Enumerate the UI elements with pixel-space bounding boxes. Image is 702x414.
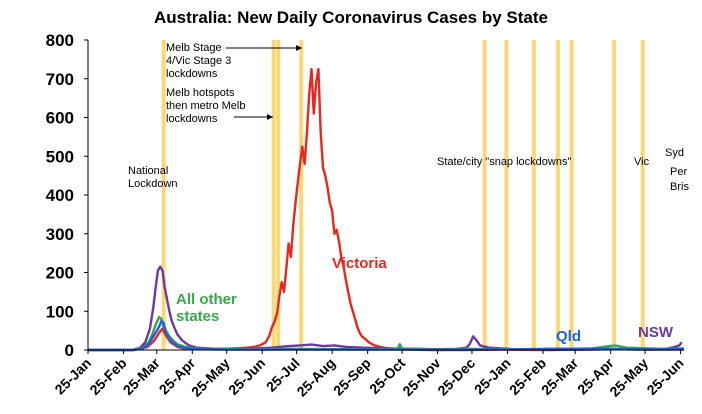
annotation-7-line-0: Bris (670, 181, 689, 193)
y-tick-label-3: 300 (46, 225, 74, 244)
x-axis: 25-Jan25-Feb25-Mar25-Apr25-May25-Jun25-J… (51, 350, 687, 400)
x-tick-label-0: 25-Jan (51, 355, 94, 398)
annotation-2-line-1: then metro Melb (166, 100, 245, 112)
y-axis: 0 100 200 300 400 500 600 700 800 (46, 31, 88, 360)
y-tick-label-8: 800 (46, 31, 74, 50)
y-tick-label-5: 500 (46, 147, 74, 166)
y-tick-label-0: 0 (65, 341, 74, 360)
x-tick-label-16: 25-May (606, 355, 651, 400)
x-tick-label-12: 25-Jan (471, 355, 514, 398)
series-line-3 (88, 319, 685, 352)
annotation-0-line-0: National (128, 165, 168, 177)
lockdown-bands (161, 40, 645, 350)
annotation-3-line-0: State/city "snap lockdowns" (437, 156, 571, 168)
x-tick-label-7: 25-Aug (293, 355, 338, 400)
annotation-1-line-0: Melb Stage (166, 42, 222, 54)
annotation-arrow-stage4-head (296, 45, 302, 51)
annotation-6-line-0: Per (670, 166, 687, 178)
annotation-2-line-0: Melb hotspots (166, 87, 235, 99)
series-label-1: NSW (638, 324, 674, 341)
y-tick-label-4: 400 (46, 186, 74, 205)
x-tick-label-14: 25-Mar (538, 354, 582, 398)
chart-title: Australia: New Daily Coronavirus Cases b… (154, 8, 548, 27)
series-layer (88, 67, 685, 352)
y-tick-label-1: 100 (46, 302, 74, 321)
x-tick-label-5: 25-Jun (225, 355, 268, 398)
series-label-3: Qld (556, 328, 581, 345)
x-tick-label-17: 25-Jun (643, 355, 686, 398)
y-tick-label-2: 200 (46, 264, 74, 283)
annotation-5-line-0: Syd (665, 147, 684, 159)
annotation-1-line-2: lockdowns (166, 68, 218, 80)
x-tick-label-11: 25-Dec (434, 355, 478, 399)
series-label-2-1: states (176, 308, 219, 325)
x-tick-label-4: 25-May (188, 355, 233, 400)
annotation-1-line-1: 4/Vic Stage 3 (166, 55, 231, 67)
x-tick-label-10: 25-Nov (399, 355, 443, 399)
x-tick-label-2: 25-Mar (120, 354, 164, 398)
series-label-2-0: All other (176, 291, 237, 308)
series-label-0: Victoria (332, 255, 387, 272)
y-tick-label-6: 600 (46, 109, 74, 128)
annotation-2-line-2: lockdowns (166, 113, 218, 125)
annotation-4-line-0: Vic (634, 156, 650, 168)
axes (87, 40, 684, 351)
x-tick-label-8: 25-Sep (330, 355, 374, 399)
y-tick-label-7: 700 (46, 70, 74, 89)
annotation-arrow-hotspots-head (267, 114, 273, 120)
annotation-0-line-1: Lockdown (128, 178, 178, 190)
